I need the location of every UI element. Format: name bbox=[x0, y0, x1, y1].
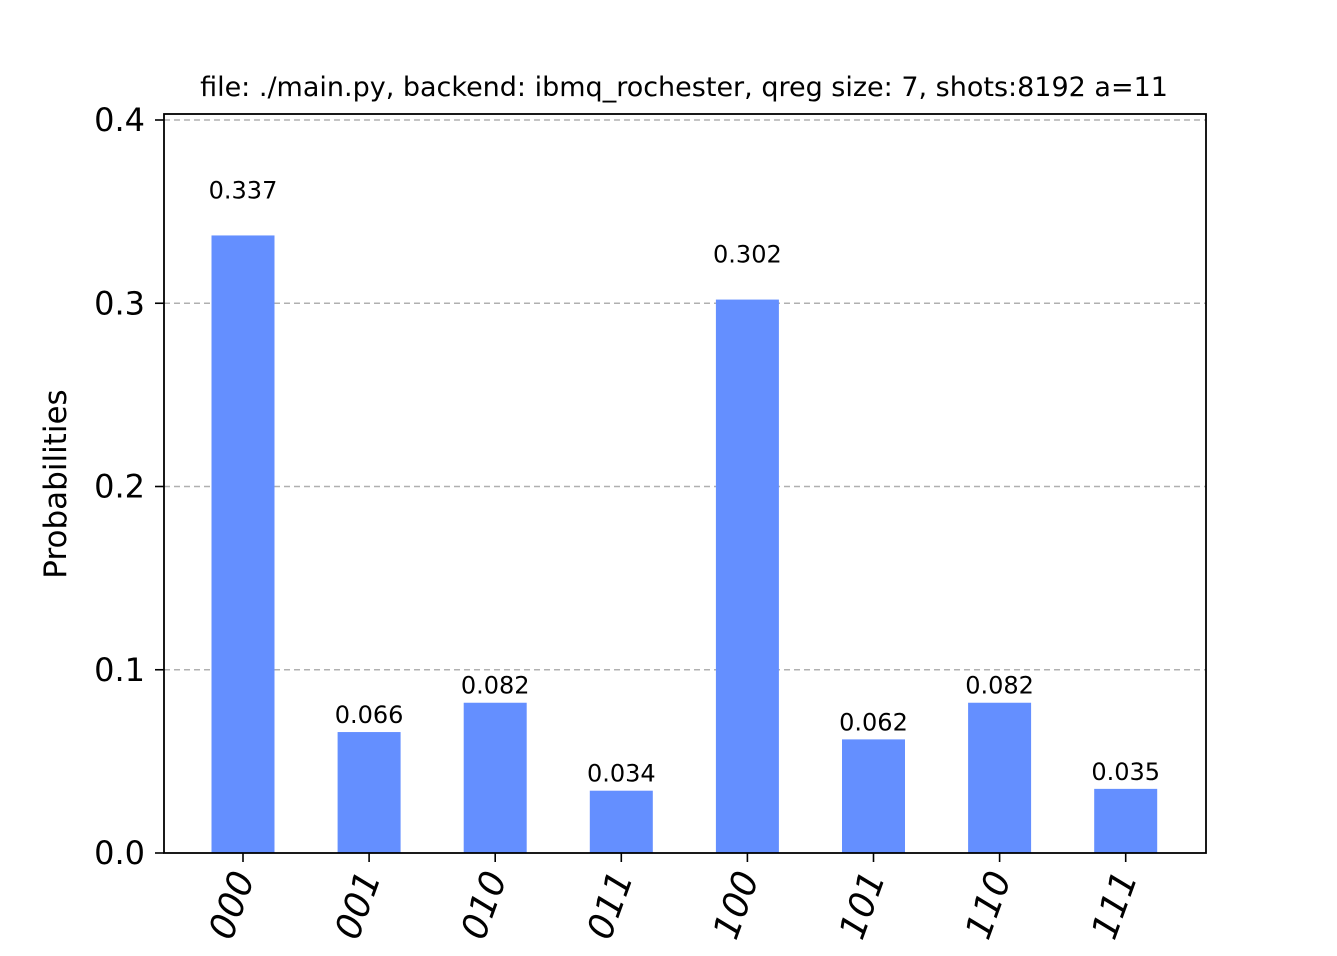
y-axis-ticks: 0.0 0.1 0.2 0.3 0.4 bbox=[94, 101, 164, 872]
bar-110 bbox=[968, 702, 1032, 853]
bar-010 bbox=[463, 702, 527, 853]
bar-value-label: 0.066 bbox=[335, 701, 404, 729]
y-tick-label: 0.3 bbox=[94, 284, 145, 322]
y-tick-label: 0.1 bbox=[94, 651, 145, 689]
y-axis-label: Probabilities bbox=[38, 389, 74, 578]
bar-value-labels: 0.337 0.066 0.082 0.034 0.302 0.062 0.082 0.035 bbox=[209, 176, 1160, 787]
bar-value-label: 0.337 bbox=[209, 176, 278, 204]
bar-011 bbox=[589, 790, 653, 853]
bar-001 bbox=[337, 732, 401, 853]
y-tick-label: 0.4 bbox=[94, 101, 145, 139]
bars bbox=[211, 235, 1158, 854]
bar-value-label: 0.034 bbox=[587, 760, 656, 788]
plot-frame bbox=[163, 113, 1207, 854]
bar-value-label: 0.062 bbox=[839, 708, 908, 736]
bar-100 bbox=[715, 299, 779, 854]
grid-lines bbox=[164, 119, 1206, 671]
bar-value-label: 0.082 bbox=[461, 672, 530, 700]
chart-title: file: ./main.py, backend: ibmq_rochester… bbox=[200, 72, 1168, 103]
bar-101 bbox=[842, 739, 905, 853]
bar-value-label: 0.035 bbox=[1091, 758, 1160, 786]
plot-area-background bbox=[164, 114, 1206, 853]
bar-000 bbox=[211, 235, 275, 853]
y-tick-label: 0.0 bbox=[94, 834, 145, 872]
bar-value-label: 0.302 bbox=[713, 241, 782, 269]
bar-value-label: 0.082 bbox=[965, 672, 1034, 700]
y-tick-label: 0.2 bbox=[94, 468, 145, 506]
bar-111 bbox=[1094, 788, 1158, 853]
